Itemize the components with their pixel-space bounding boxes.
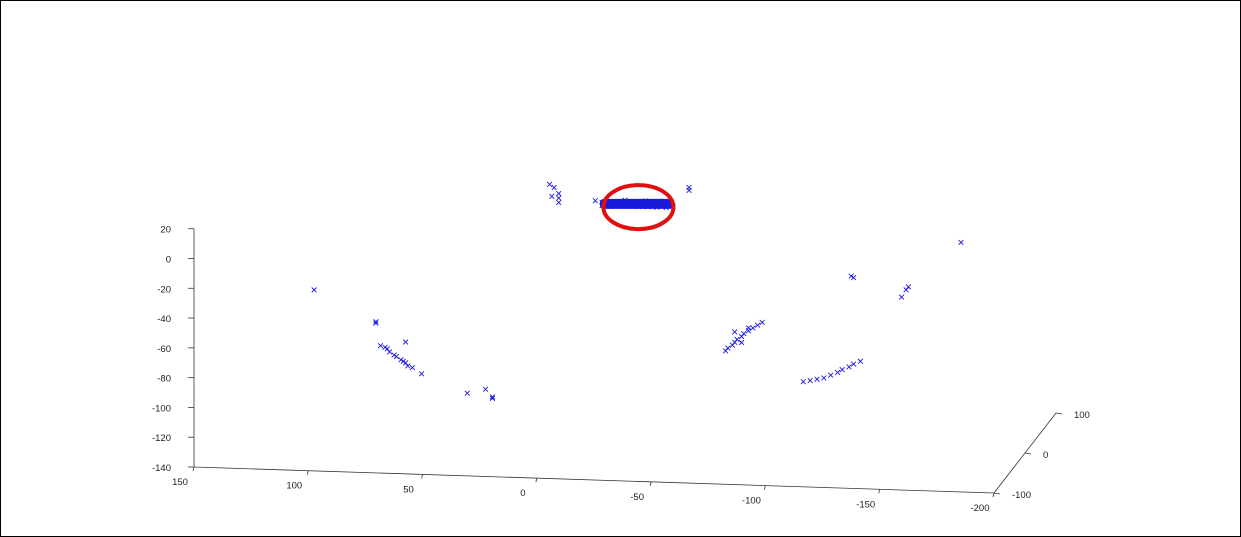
data-point — [821, 375, 827, 381]
data-point — [555, 199, 562, 206]
highlight-layer — [601, 183, 676, 232]
data-point — [850, 274, 857, 281]
x-tick-label: 50 — [403, 484, 414, 495]
data-point — [898, 294, 905, 300]
data-point — [489, 394, 496, 400]
x-tick — [535, 478, 538, 483]
data-point — [546, 181, 553, 188]
data-point — [393, 353, 400, 360]
x-tick — [764, 485, 766, 490]
z-tick-label: -40 — [157, 314, 171, 325]
y-tick-label: 0 — [1043, 450, 1048, 461]
data-point — [386, 349, 393, 355]
data-point — [400, 358, 407, 365]
z-tick-label: -120 — [152, 433, 171, 444]
data-point — [418, 371, 425, 377]
x-tick — [192, 466, 195, 472]
x-tick-label: 100 — [286, 481, 302, 492]
x-tick-label: 150 — [172, 477, 188, 488]
data-point — [750, 325, 756, 331]
data-point — [402, 339, 409, 345]
data-point — [377, 342, 384, 349]
data-point — [402, 360, 409, 366]
y-tick — [1024, 452, 1032, 455]
data-point — [754, 322, 761, 328]
dense-cluster-band — [599, 198, 673, 209]
data-point — [834, 369, 841, 376]
data-point — [384, 346, 391, 352]
data-point — [848, 273, 855, 279]
y-tick — [993, 492, 1001, 495]
data-point — [807, 377, 813, 384]
data-point — [592, 198, 599, 204]
x-tick-label: -150 — [856, 499, 875, 510]
data-point — [741, 330, 747, 337]
data-point — [398, 357, 404, 363]
data-point — [409, 364, 416, 371]
data-point — [464, 390, 471, 396]
data-point — [725, 345, 731, 351]
data-point — [489, 395, 496, 402]
highlight-ellipse — [601, 183, 676, 232]
y-tick-label: -100 — [1012, 490, 1031, 501]
data-point — [482, 386, 489, 393]
x-tick-label: 0 — [520, 488, 525, 499]
z-tick-label: -60 — [157, 344, 171, 355]
x-tick — [306, 470, 309, 475]
data-point — [903, 287, 909, 293]
y-axis-line — [993, 412, 1057, 494]
data-point — [311, 287, 317, 293]
z-tick-label: -80 — [157, 374, 171, 385]
x-tick-label: -50 — [630, 492, 644, 503]
y-tick — [1055, 412, 1063, 415]
z-tick-label: -140 — [152, 463, 171, 474]
z-tick-label: 0 — [166, 254, 171, 265]
data-point — [551, 184, 557, 191]
data-point — [373, 318, 379, 325]
data-point — [555, 190, 562, 197]
y-tick-label: 100 — [1074, 410, 1090, 421]
data-point — [382, 344, 388, 351]
data-point — [850, 361, 857, 367]
data-point — [405, 363, 411, 369]
data-point — [731, 329, 738, 335]
data-point — [846, 364, 852, 370]
points-layer — [311, 181, 964, 402]
x-axis-line — [193, 466, 995, 494]
data-point — [686, 187, 692, 194]
x-tick — [992, 492, 995, 498]
data-point — [814, 376, 820, 382]
data-point — [738, 339, 745, 346]
x-tick-label: -200 — [970, 503, 989, 514]
data-point — [391, 352, 397, 358]
x-tick — [421, 474, 423, 479]
data-point — [759, 319, 765, 326]
data-point — [373, 320, 379, 326]
data-point — [745, 325, 752, 331]
x-tick — [878, 489, 881, 494]
data-point — [800, 379, 807, 385]
data-point — [734, 336, 740, 343]
x-tick-label: -100 — [742, 496, 761, 507]
x-tick — [649, 481, 652, 486]
z-tick-label: -20 — [157, 284, 171, 295]
data-point — [827, 372, 834, 378]
data-point — [839, 366, 845, 373]
axes-layer: 150 100 50 0 -50 -100 -150 -200 100 0 -100 20 0 -20 -4… — [152, 225, 1090, 514]
z-tick-label: 20 — [160, 225, 171, 236]
data-point — [555, 195, 562, 201]
z-tick-label: -100 — [152, 403, 171, 414]
data-point — [958, 239, 964, 246]
data-point — [857, 358, 864, 364]
data-point — [549, 193, 555, 200]
